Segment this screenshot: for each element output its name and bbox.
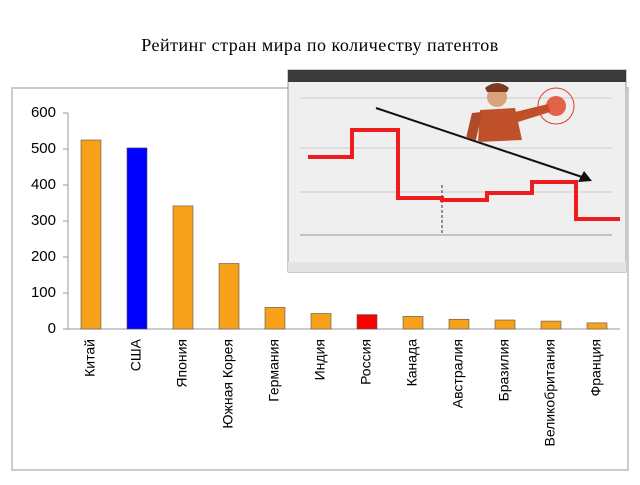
bar — [448, 318, 470, 330]
x-tick-label: Великобритания — [542, 339, 558, 447]
bar — [494, 319, 516, 330]
x-tick-label: Россия — [358, 339, 374, 385]
y-tick-label: 400 — [31, 176, 56, 193]
inset-step-line — [308, 128, 620, 221]
x-tick-label: Индия — [312, 339, 328, 380]
bar — [80, 139, 102, 330]
x-tick-label: США — [128, 338, 144, 371]
bar — [402, 316, 424, 330]
inset-arrowhead — [578, 171, 592, 182]
y-tick-label: 200 — [31, 248, 56, 265]
plot-area: 0 100 200 300 400 500 600 Китай США Япония Южная К… — [31, 104, 620, 447]
x-tick-label: Германия — [266, 339, 282, 402]
inset-background — [287, 69, 627, 273]
bar — [310, 313, 332, 330]
bar — [586, 322, 608, 330]
y-tick-label: 300 — [31, 212, 56, 229]
x-tick-label: Австралия — [450, 339, 466, 408]
chart-title: Рейтинг стран мира по количеству патенто… — [141, 35, 498, 55]
bar — [264, 307, 286, 330]
bar — [126, 147, 148, 330]
bar — [218, 263, 240, 330]
bar — [356, 314, 378, 330]
bar — [172, 205, 194, 330]
x-tick-label: Бразилия — [496, 339, 512, 401]
y-tick-label: 100 — [31, 284, 56, 301]
x-tick-label: Франция — [588, 339, 604, 396]
y-tick-label: 0 — [48, 320, 56, 337]
inset-header — [288, 70, 626, 82]
x-tick-label: Южная Корея — [220, 339, 236, 429]
x-tick-label: Япония — [174, 339, 190, 388]
inset-footer — [288, 262, 626, 272]
inset-arrow — [375, 107, 586, 179]
x-tick-label: Китай — [82, 339, 98, 377]
inset-figure — [466, 83, 575, 142]
bar — [540, 320, 562, 330]
inset-illustration — [287, 69, 627, 273]
y-tick-label: 600 — [31, 104, 56, 121]
x-tick-label: Канада — [404, 339, 420, 387]
y-tick-label: 500 — [31, 140, 56, 157]
